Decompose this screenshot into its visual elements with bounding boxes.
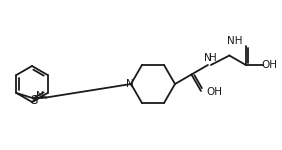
Text: N: N (126, 79, 134, 89)
Text: OH: OH (262, 60, 278, 70)
Text: N: N (36, 91, 44, 101)
Text: N: N (204, 53, 212, 63)
Text: NH: NH (227, 36, 243, 46)
Text: OH: OH (206, 87, 222, 97)
Text: H: H (209, 53, 217, 63)
Text: S: S (31, 94, 38, 107)
